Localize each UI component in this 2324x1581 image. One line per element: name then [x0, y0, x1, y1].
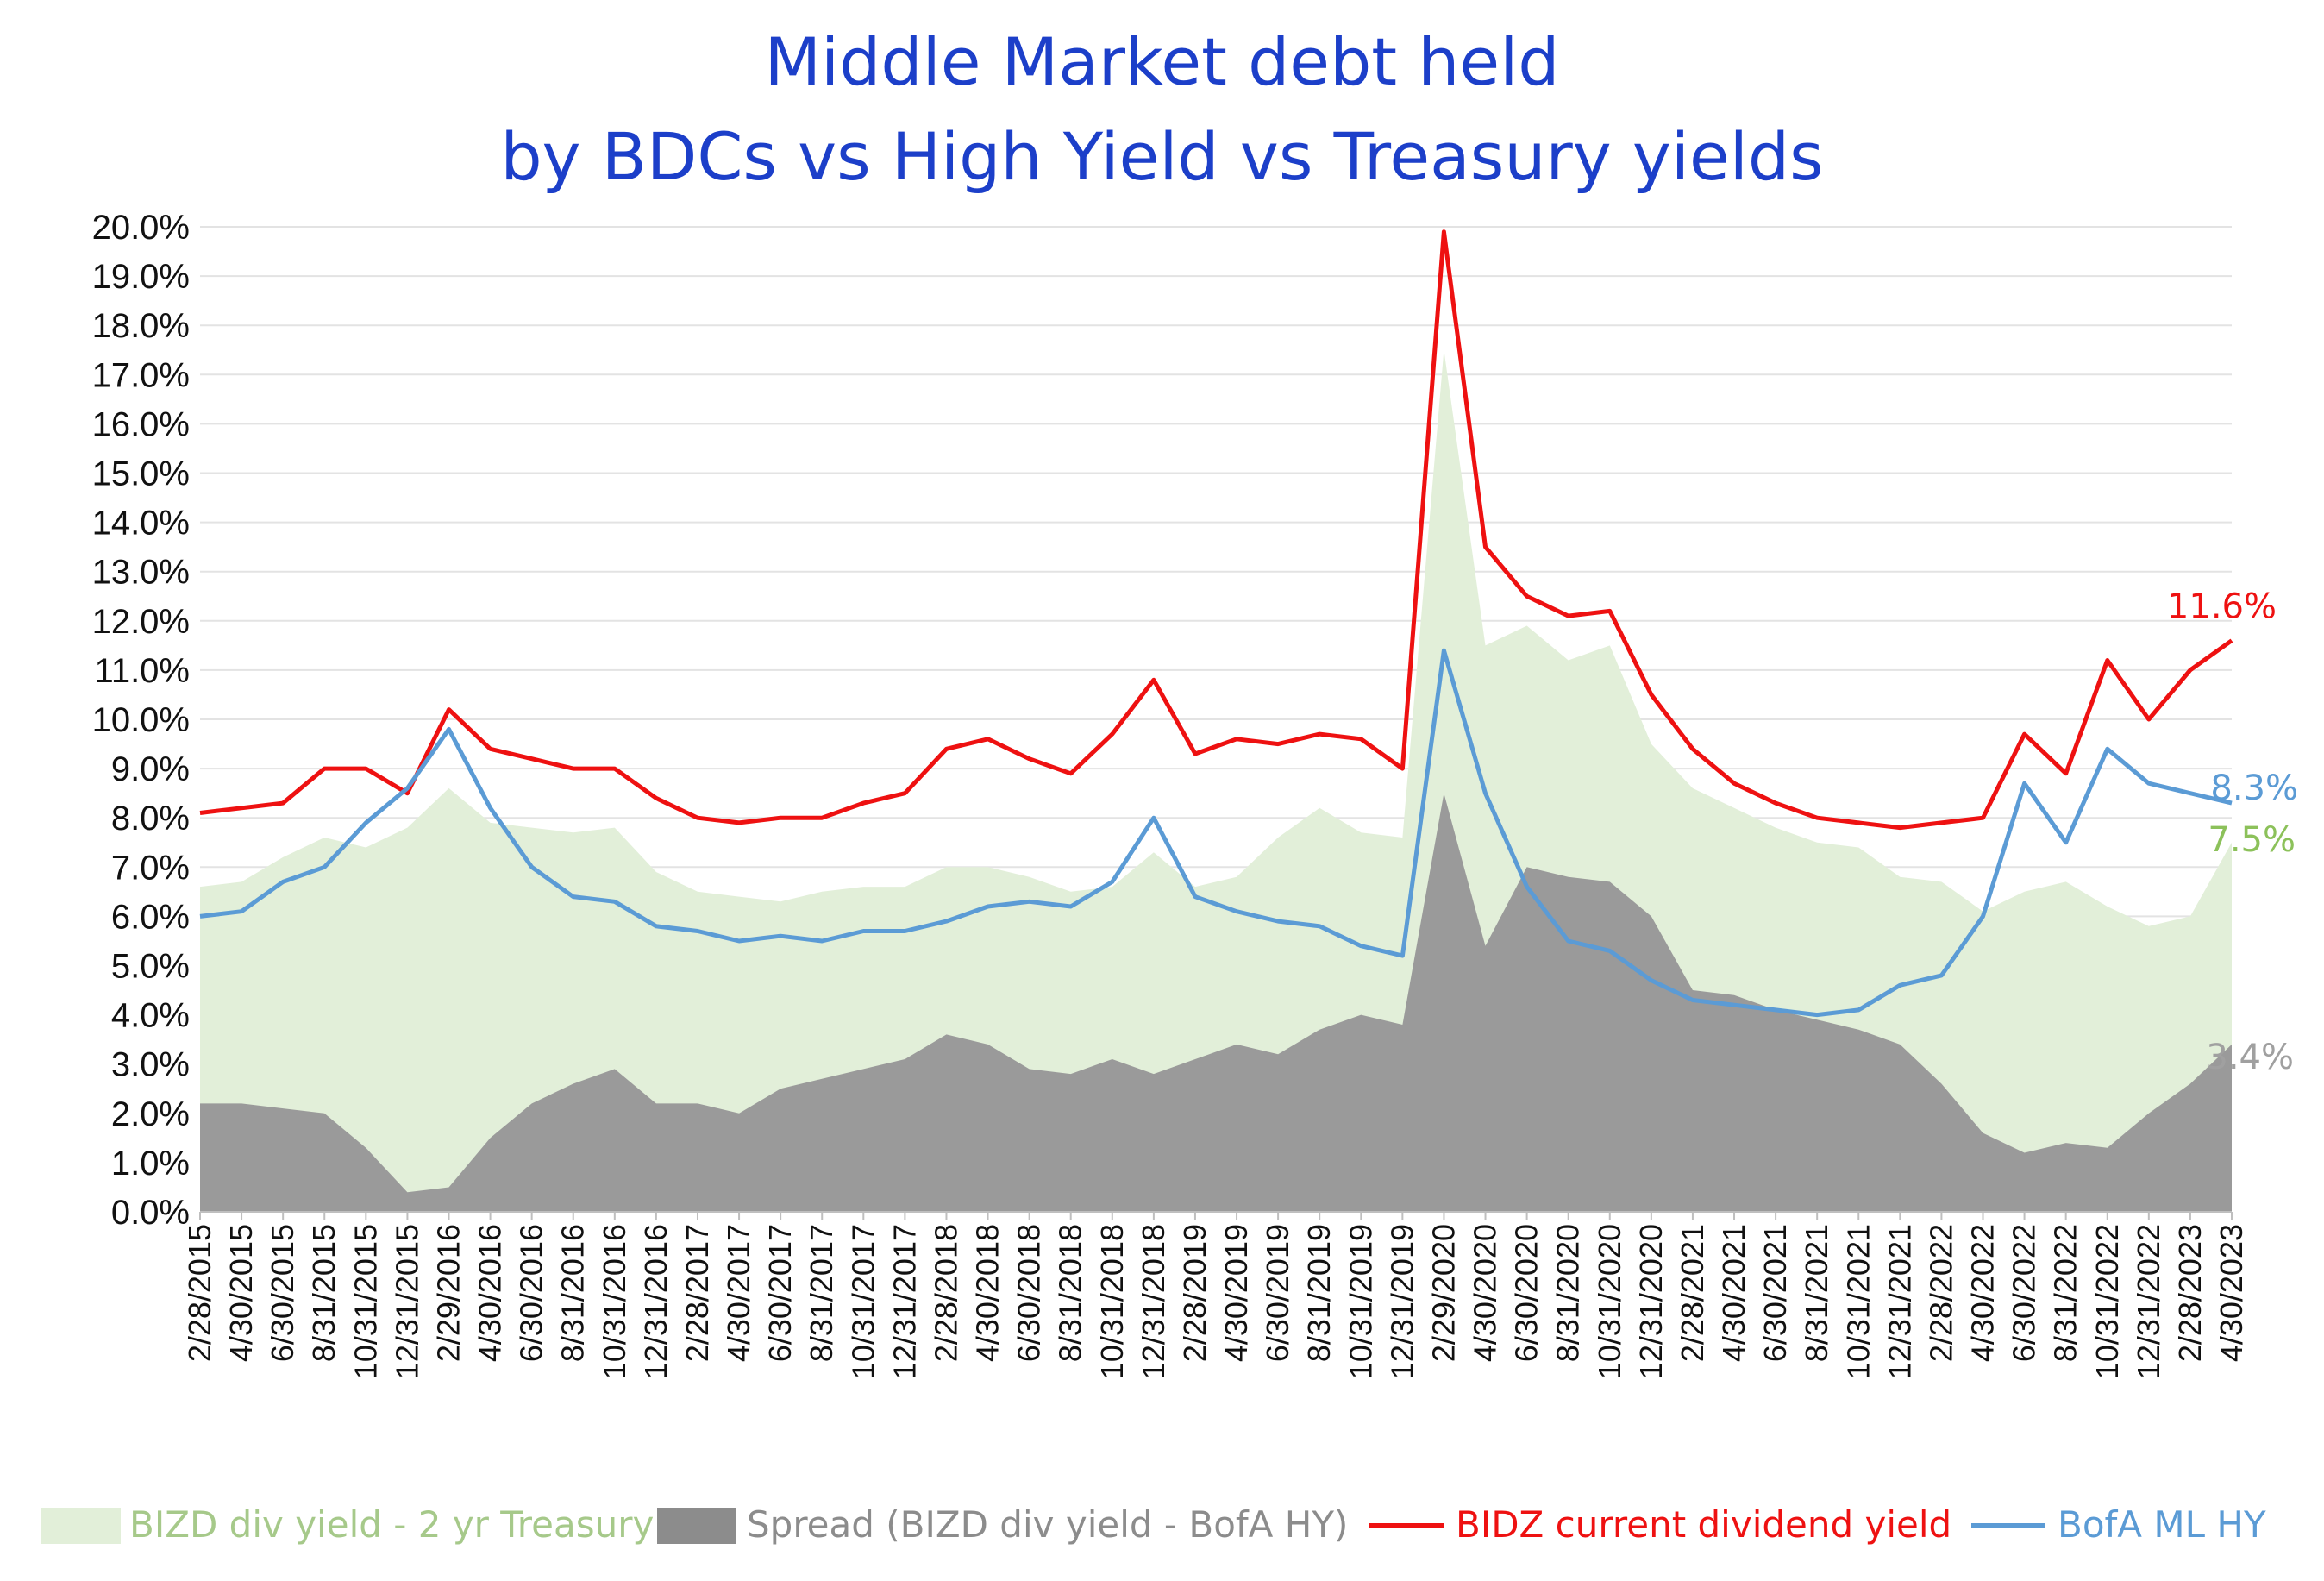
x-tick-label: 2/28/2021 [1675, 1224, 1710, 1362]
x-tick-label: 2/29/2016 [430, 1224, 466, 1362]
axis-layer: 0.0% 1.0% 2.0% 3.0% 4.0% 5.0% 6.0% 7.0% 8.0% 9.0%… [92, 209, 2249, 1379]
end-value-label: 7.5% [2208, 820, 2296, 860]
y-tick-label: 5.0% [111, 948, 190, 986]
x-tick-label: 10/31/2020 [1592, 1224, 1627, 1379]
y-tick-label: 16.0% [92, 405, 190, 443]
x-tick-label: 12/31/2020 [1633, 1224, 1669, 1379]
x-tick-label: 4/30/2018 [970, 1224, 1005, 1362]
x-tick-label: 2/29/2020 [1425, 1224, 1461, 1362]
x-tick-label: 6/30/2020 [1509, 1224, 1544, 1362]
x-tick-label: 8/31/2019 [1301, 1224, 1337, 1362]
x-tick-label: 10/31/2022 [2089, 1224, 2125, 1379]
x-tick-label: 8/31/2022 [2048, 1224, 2083, 1362]
y-tick-label: 11.0% [95, 652, 190, 690]
line-layer [199, 229, 2233, 1018]
y-tick-label: 15.0% [92, 455, 190, 493]
y-tick-label: 4.0% [111, 997, 190, 1035]
y-tick-label: 0.0% [111, 1194, 190, 1232]
y-tick-label: 20.0% [92, 209, 190, 247]
bizd-yield-line [199, 229, 2233, 831]
hy-spread-area [200, 793, 2232, 1212]
x-tick-label: 10/31/2018 [1094, 1224, 1130, 1379]
y-tick-label: 7.0% [111, 849, 190, 887]
y-tick-label: 1.0% [111, 1145, 190, 1183]
x-tick-label: 10/31/2021 [1840, 1224, 1876, 1379]
end-value-label: 11.6% [2167, 587, 2277, 627]
end-value-label: 3.4% [2206, 1038, 2294, 1077]
x-tick-label: 8/31/2018 [1053, 1224, 1088, 1362]
x-tick-label: 4/30/2017 [721, 1224, 756, 1362]
x-tick-label: 2/28/2022 [1923, 1224, 1958, 1362]
legend-swatch [657, 1508, 736, 1544]
y-tick-label: 13.0% [92, 554, 190, 592]
x-tick-label: 2/28/2023 [2172, 1224, 2208, 1362]
x-tick-label: 10/31/2019 [1343, 1224, 1378, 1379]
y-tick-label: 10.0% [92, 701, 190, 739]
x-tick-label: 4/30/2021 [1716, 1224, 1751, 1362]
x-tick-label: 2/28/2019 [1177, 1224, 1212, 1362]
x-tick-label: 8/31/2017 [804, 1224, 839, 1362]
x-tick-label: 6/30/2018 [1012, 1224, 1047, 1362]
legend-label: BIDZ current dividend yield [1456, 1503, 1951, 1546]
x-tick-label: 2/28/2018 [928, 1224, 963, 1362]
x-tick-label: 12/31/2016 [638, 1224, 673, 1379]
x-tick-label: 6/30/2015 [265, 1224, 300, 1362]
legend-label: BofA ML HY [2058, 1503, 2266, 1546]
x-tick-label: 12/31/2021 [1882, 1224, 1917, 1379]
x-tick-label: 4/30/2022 [1965, 1224, 2001, 1362]
y-tick-label: 9.0% [111, 750, 190, 788]
y-tick-label: 8.0% [111, 800, 190, 838]
y-tick-label: 19.0% [92, 258, 190, 296]
x-tick-label: 12/31/2017 [886, 1224, 922, 1379]
chart-title-line-2: by BDCs vs High Yield vs Treasury yields [500, 118, 1824, 195]
x-tick-label: 8/31/2015 [306, 1224, 341, 1362]
x-tick-label: 10/31/2017 [845, 1224, 880, 1379]
x-tick-label: 10/31/2015 [348, 1224, 383, 1379]
x-tick-label: 10/31/2016 [597, 1224, 632, 1379]
label-layer: 11.6% 8.3% 7.5% 3.4% [2167, 587, 2298, 1077]
x-tick-label: 8/31/2016 [555, 1224, 591, 1362]
y-tick-label: 3.0% [111, 1046, 190, 1084]
x-tick-label: 12/31/2015 [389, 1224, 424, 1379]
y-tick-label: 18.0% [92, 307, 190, 345]
x-tick-label: 4/30/2016 [473, 1224, 508, 1362]
x-tick-label: 6/30/2019 [1260, 1224, 1295, 1362]
end-value-label: 8.3% [2210, 769, 2298, 808]
legend-label: Spread (BIZD div yield - BofA HY) [747, 1503, 1348, 1546]
x-tick-label: 6/30/2021 [1757, 1224, 1793, 1362]
x-tick-label: 12/31/2019 [1384, 1224, 1419, 1379]
x-tick-label: 4/30/2015 [223, 1224, 259, 1362]
x-tick-label: 6/30/2016 [514, 1224, 549, 1362]
legend-swatch [41, 1508, 121, 1544]
x-tick-label: 4/30/2020 [1468, 1224, 1503, 1362]
y-tick-label: 12.0% [92, 603, 190, 641]
x-tick-label: 6/30/2017 [762, 1224, 798, 1362]
x-tick-label: 4/30/2019 [1218, 1224, 1254, 1362]
y-tick-label: 6.0% [111, 898, 190, 936]
x-tick-label: 12/31/2018 [1136, 1224, 1171, 1379]
legend-label: BIZD div yield - 2 yr Treasury [129, 1503, 654, 1546]
chart-title-line-1: Middle Market debt held [764, 23, 1560, 100]
y-tick-label: 17.0% [92, 356, 190, 394]
x-tick-label: 2/28/2017 [680, 1224, 715, 1362]
x-tick-label: 8/31/2020 [1550, 1224, 1586, 1362]
legend-layer: BIZD div yield - 2 yr Treasury Spread (BI… [41, 1503, 2266, 1546]
bofa-hy-line [199, 648, 2233, 1018]
y-tick-label: 14.0% [92, 505, 190, 543]
x-tick-label: 6/30/2022 [2007, 1224, 2042, 1362]
y-tick-label: 2.0% [111, 1095, 190, 1133]
x-tick-label: 8/31/2021 [1799, 1224, 1834, 1362]
area-layer [200, 349, 2232, 1212]
x-tick-label: 12/31/2022 [2131, 1224, 2166, 1379]
x-tick-label: 4/30/2023 [2214, 1224, 2249, 1362]
x-tick-label: 2/28/2015 [182, 1224, 217, 1362]
